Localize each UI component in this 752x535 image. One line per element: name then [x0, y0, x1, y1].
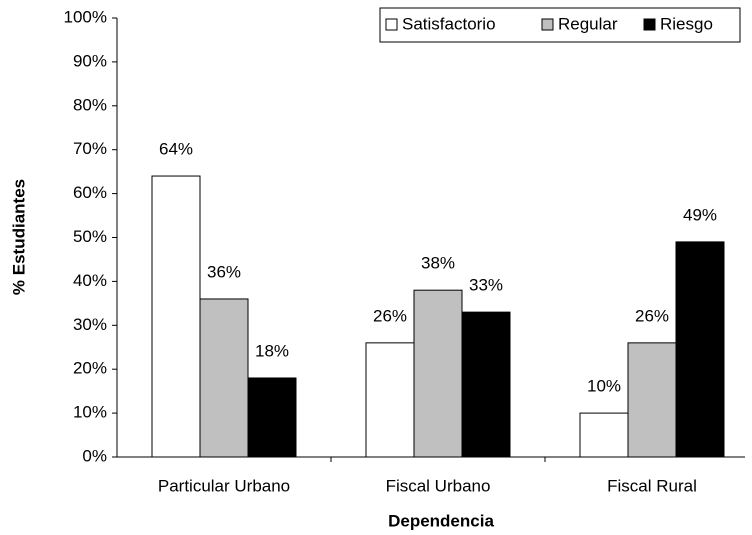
bar — [247, 377, 297, 458]
value-label: 49% — [683, 205, 717, 224]
legend-label: Regular — [558, 14, 618, 33]
y-tick-label: 80% — [73, 95, 107, 114]
x-axis-label: Dependencia — [388, 511, 494, 530]
y-tick-label: 50% — [73, 227, 107, 246]
value-label: 10% — [587, 377, 621, 396]
bar — [151, 175, 201, 458]
y-tick-label: 70% — [73, 139, 107, 158]
value-label: 64% — [159, 140, 193, 159]
x-tick-label: Fiscal Rural — [607, 476, 697, 495]
y-axis-label: % Estudiantes — [9, 179, 28, 295]
bar — [627, 342, 677, 458]
legend-label: Riesgo — [660, 14, 713, 33]
bar — [461, 311, 511, 458]
y-tick-label: 100% — [64, 7, 107, 26]
value-label: 18% — [255, 341, 289, 360]
x-tick-label: Particular Urbano — [158, 476, 290, 495]
y-tick-label: 40% — [73, 271, 107, 290]
y-tick-label: 60% — [73, 183, 107, 202]
legend-swatch — [541, 18, 554, 31]
value-label: 36% — [207, 262, 241, 281]
y-tick-label: 10% — [73, 403, 107, 422]
bar — [199, 298, 249, 458]
bar — [675, 241, 725, 458]
x-tick-label: Fiscal Urbano — [386, 476, 491, 495]
y-tick-label: 30% — [73, 315, 107, 334]
bar — [413, 289, 463, 458]
legend-swatch — [385, 18, 398, 31]
legend-swatch — [643, 18, 656, 31]
value-label: 26% — [373, 306, 407, 325]
bar — [365, 342, 415, 458]
value-label: 33% — [469, 276, 503, 295]
value-label: 38% — [421, 254, 455, 273]
legend-box — [379, 7, 741, 43]
y-tick-label: 0% — [82, 446, 107, 465]
legend-label: Satisfactorio — [402, 14, 496, 33]
y-tick-label: 20% — [73, 359, 107, 378]
bar — [579, 412, 629, 458]
value-label: 26% — [635, 306, 669, 325]
y-tick-label: 90% — [73, 51, 107, 70]
